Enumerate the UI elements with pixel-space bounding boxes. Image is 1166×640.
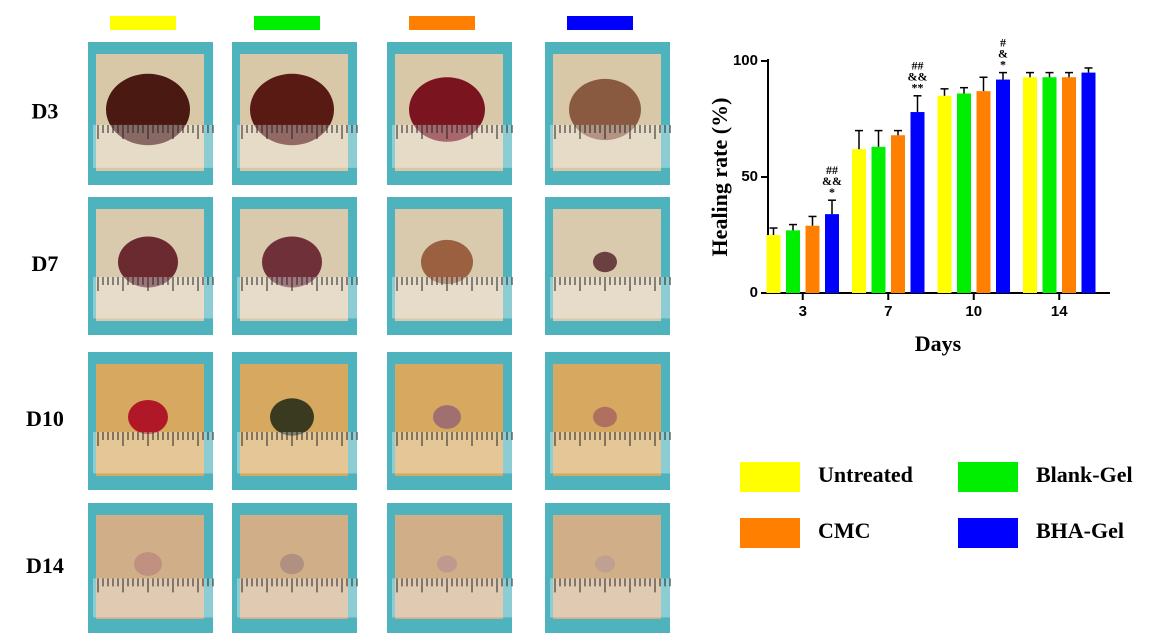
significance-mark: * [829, 185, 835, 199]
column-color-key [409, 16, 475, 30]
wound [270, 398, 314, 435]
bar [977, 91, 991, 293]
legend-swatch [740, 462, 800, 492]
bar [825, 214, 839, 293]
bar [852, 149, 866, 293]
y-tick-label: 100 [733, 52, 758, 69]
bar [1023, 77, 1037, 293]
legend-label: Untreated [818, 462, 913, 487]
x-tick-label: 14 [1051, 303, 1068, 320]
wound [437, 556, 457, 573]
row-label: D10 [26, 406, 64, 431]
bar [911, 112, 925, 293]
y-tick-label: 50 [741, 168, 758, 185]
x-tick-label: 3 [799, 303, 807, 320]
bar [996, 80, 1010, 293]
row-label: D3 [32, 99, 59, 124]
legend-label: Blank-Gel [1036, 462, 1133, 487]
legend-label: CMC [818, 518, 871, 543]
row-label: D7 [32, 251, 59, 276]
x-tick-label: 7 [884, 303, 892, 320]
figure: Healing rate (%) Days D3D7D10D140501003#… [0, 0, 1166, 635]
wound [433, 405, 461, 429]
y-tick-label: 0 [750, 284, 758, 301]
bar [786, 230, 800, 293]
legend-swatch [958, 518, 1018, 548]
legend-swatch [958, 462, 1018, 492]
bar [767, 235, 781, 293]
bar [1082, 73, 1096, 293]
y-axis-label: Healing rate (%) [707, 98, 732, 257]
wound [595, 556, 615, 573]
column-color-key [110, 16, 176, 30]
wound [134, 552, 162, 576]
wound [280, 554, 304, 574]
bar [938, 96, 952, 293]
bar [957, 93, 971, 293]
x-tick-label: 10 [965, 303, 982, 320]
bar [806, 226, 820, 293]
legend-label: BHA-Gel [1036, 518, 1124, 543]
row-label: D14 [26, 553, 64, 578]
x-axis-label: Days [915, 331, 962, 356]
column-color-key [254, 16, 320, 30]
bar [872, 147, 886, 293]
photo-grid [88, 42, 670, 633]
legend-swatch [740, 518, 800, 548]
bar [1062, 77, 1076, 293]
wound [593, 407, 617, 427]
wound [593, 252, 617, 272]
column-color-key [567, 16, 633, 30]
significance-mark: * [1000, 57, 1006, 71]
bar [1043, 77, 1057, 293]
bar [891, 135, 905, 293]
wound [128, 400, 168, 434]
significance-mark: ** [912, 81, 924, 95]
